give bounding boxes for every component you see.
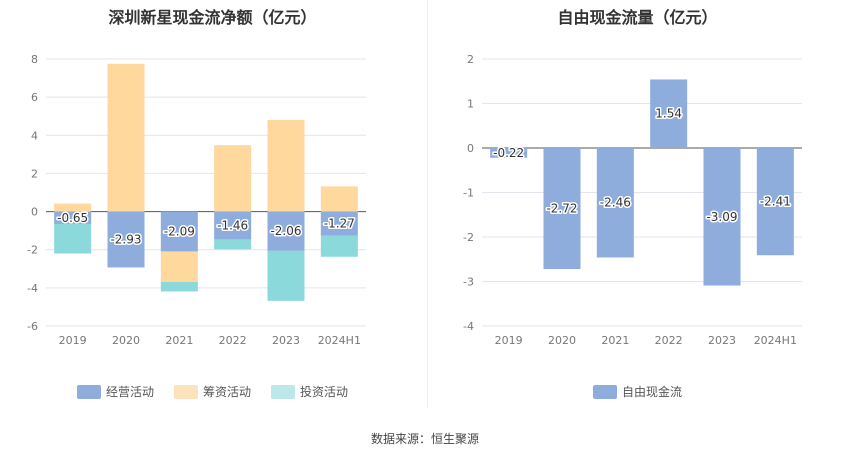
free-cashflow-chart: 2 1 0 -1 -2 -3 -4 2019 2020 2021 2022 2023 2024H1 -0.… bbox=[463, 53, 802, 347]
x-tick-label: 2024H1 bbox=[754, 334, 797, 347]
x-tick-label: 2023 bbox=[272, 334, 300, 347]
net-cashflow-chart: 8 6 4 2 0 -2 -4 -6 2019 2020 2021 2022 2023 2024H1 -0.… bbox=[27, 53, 366, 347]
legend-swatch-free-cashflow bbox=[592, 384, 617, 399]
free-cashflow-chart-title: 自由现金流量（亿元） bbox=[557, 8, 718, 27]
x-tick-label: 2019 bbox=[59, 334, 87, 347]
data-label: -2.72 bbox=[546, 202, 577, 216]
bar bbox=[214, 211, 252, 240]
y-tick-label: 4 bbox=[31, 129, 38, 142]
y-tick-label: -4 bbox=[463, 320, 474, 333]
bar bbox=[650, 79, 688, 148]
data-label: -0.65 bbox=[57, 211, 88, 225]
data-label: -2.93 bbox=[110, 233, 141, 247]
legend-label-investing: 投资活动 bbox=[300, 385, 349, 399]
panel-divider bbox=[427, 0, 428, 408]
bar bbox=[107, 63, 145, 212]
y-tick-label: -3 bbox=[463, 276, 474, 289]
y-tick-label: 2 bbox=[31, 167, 38, 180]
y-tick-label: -4 bbox=[27, 282, 38, 295]
bar bbox=[320, 211, 358, 236]
bar bbox=[596, 148, 634, 258]
y-tick-label: 1 bbox=[467, 98, 474, 111]
data-label: -1.27 bbox=[324, 217, 355, 231]
bar bbox=[320, 235, 358, 257]
bar bbox=[490, 148, 528, 158]
legend-label-financing: 筹资活动 bbox=[202, 385, 251, 399]
legend-swatch-operating bbox=[76, 384, 101, 399]
x-tick-label: 2019 bbox=[495, 334, 523, 347]
bar bbox=[267, 250, 305, 301]
legend-item-operating[interactable]: 经营活动 bbox=[76, 383, 154, 400]
legend-label-operating: 经营活动 bbox=[105, 385, 154, 399]
legend-item-investing[interactable]: 投资活动 bbox=[271, 383, 348, 400]
y-tick-label: 6 bbox=[31, 91, 38, 104]
bar bbox=[214, 145, 252, 212]
net-cashflow-chart-title: 深圳新星现金流净额（亿元） bbox=[108, 8, 317, 27]
legend-item-free-cashflow[interactable]: 自由现金流 bbox=[592, 383, 682, 400]
net-cashflow-legend: 经营活动 筹资活动 投资活动 bbox=[0, 383, 425, 400]
data-source-note: 数据来源：恒生聚源 bbox=[370, 432, 479, 446]
net-cashflow-chart-panel: 深圳新星现金流净额（亿元） 8 6 4 2 0 -2 -4 -6 2019 2020 2021 202… bbox=[0, 0, 425, 410]
free-cashflow-legend: 自由现金流 bbox=[425, 383, 850, 400]
bar bbox=[160, 251, 198, 282]
x-tick-label: 2023 bbox=[708, 334, 736, 347]
legend-item-financing[interactable]: 筹资活动 bbox=[173, 383, 251, 400]
bar bbox=[267, 211, 305, 251]
x-tick-label: 2021 bbox=[601, 334, 629, 347]
bar bbox=[756, 148, 794, 256]
bar bbox=[214, 239, 252, 250]
x-tick-label: 2021 bbox=[165, 334, 193, 347]
x-tick-label: 2022 bbox=[219, 334, 247, 347]
free-cashflow-chart-panel: 自由现金流量（亿元） 2 1 0 -1 -2 -3 -4 2019 2020 2021 2022 20… bbox=[425, 0, 850, 410]
data-label: -2.41 bbox=[760, 195, 791, 209]
legend-swatch-financing bbox=[173, 384, 198, 399]
y-tick-label: -6 bbox=[27, 320, 38, 333]
y-tick-label: -2 bbox=[463, 231, 474, 244]
data-label: -2.06 bbox=[270, 224, 301, 238]
legend-swatch-investing bbox=[271, 384, 295, 399]
bar bbox=[267, 120, 305, 212]
y-tick-label: -2 bbox=[27, 244, 38, 257]
bar bbox=[160, 281, 198, 292]
y-tick-label: -1 bbox=[463, 187, 474, 200]
y-tick-label: 2 bbox=[467, 53, 474, 66]
bar bbox=[54, 203, 92, 212]
x-tick-label: 2020 bbox=[548, 334, 576, 347]
data-label: 1.54 bbox=[655, 107, 682, 121]
legend-label-free-cashflow: 自由现金流 bbox=[621, 385, 682, 399]
data-label: -2.09 bbox=[164, 225, 195, 239]
y-tick-label: 0 bbox=[31, 206, 38, 219]
y-tick-label: 8 bbox=[31, 53, 38, 66]
x-tick-label: 2020 bbox=[112, 334, 140, 347]
bar bbox=[107, 211, 145, 268]
y-tick-label: 0 bbox=[467, 142, 474, 155]
x-tick-label: 2024H1 bbox=[318, 334, 361, 347]
data-label: -0.22 bbox=[493, 146, 524, 160]
bar bbox=[54, 211, 92, 224]
bar bbox=[160, 211, 198, 252]
data-label: -1.46 bbox=[217, 218, 248, 232]
bar bbox=[54, 223, 92, 254]
bar bbox=[543, 148, 581, 270]
data-label: -2.46 bbox=[600, 196, 631, 210]
data-label: -3.09 bbox=[706, 210, 737, 224]
x-tick-label: 2022 bbox=[655, 334, 683, 347]
bar bbox=[320, 186, 358, 212]
bar bbox=[703, 148, 741, 286]
